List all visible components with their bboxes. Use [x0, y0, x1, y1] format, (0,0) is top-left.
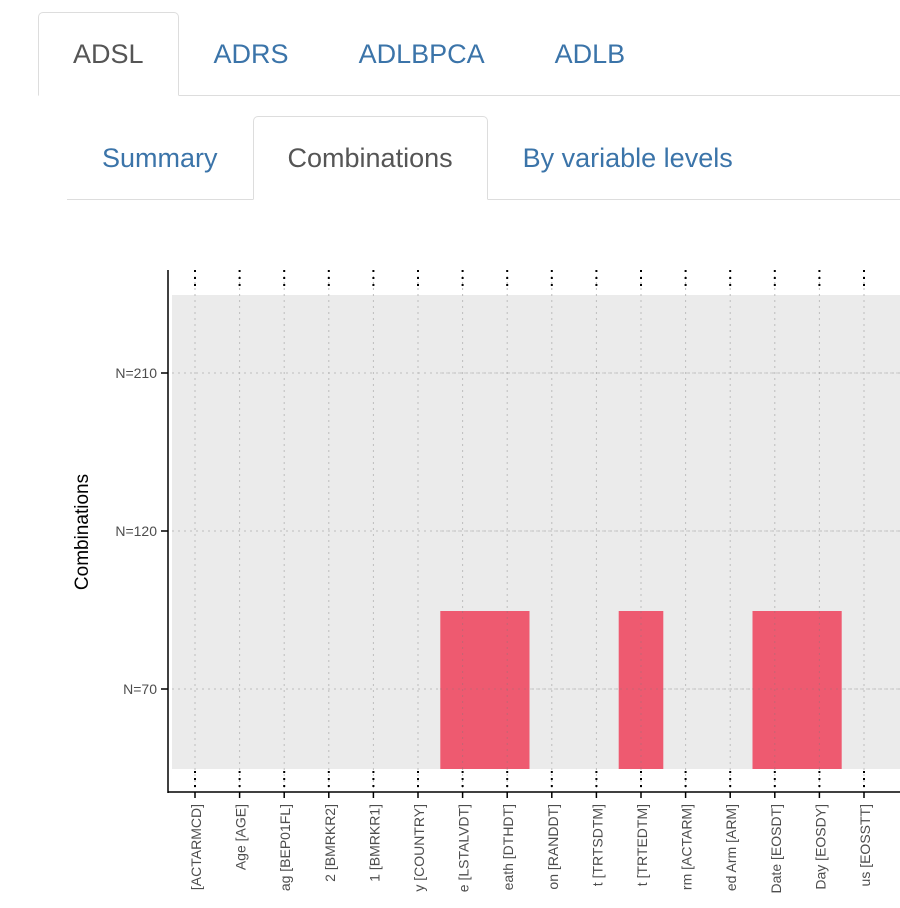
tab-adlbpca[interactable]: ADLBPCA — [358, 39, 485, 69]
y-tick-label: N=70 — [123, 681, 157, 697]
x-tick-label: ed Arm [ARM] — [723, 804, 739, 891]
x-tick-label: y [COUNTRY] — [411, 804, 427, 892]
x-tick-label: Day [EOSDY] — [812, 804, 828, 890]
combination-bar — [440, 611, 530, 769]
tab-combinations[interactable]: Combinations — [252, 116, 488, 200]
x-tick-label: t [TRTSDTM] — [589, 804, 605, 886]
combinations-chart: N=70 N=120 N=210 [ACTARMCD] Age [AGE] ag [BE… — [72, 270, 900, 893]
x-tick-label: [ACTARMCD] — [188, 804, 204, 890]
tab-adsl[interactable]: ADSL — [38, 12, 179, 96]
combination-bar — [618, 611, 664, 769]
dataset-tabs: ADSL ADRS ADLBPCA ADLB — [38, 12, 900, 96]
view-tabs: Summary Combinations By variable levels — [67, 116, 900, 200]
x-tick-label: rm [ACTARM] — [679, 804, 695, 890]
x-tick-label: Age [AGE] — [233, 804, 249, 870]
x-tick-label: 2 [BMRKR2] — [322, 804, 338, 882]
x-tick-label: Date [EOSDT] — [768, 804, 784, 893]
combination-bar — [752, 611, 842, 769]
tab-by-variable-levels[interactable]: By variable levels — [522, 143, 733, 173]
tab-summary[interactable]: Summary — [102, 143, 218, 173]
x-tick-label: ag [BEP01FL] — [277, 804, 293, 891]
y-axis-title: Combinations — [72, 474, 93, 590]
tab-adlb[interactable]: ADLB — [554, 39, 626, 69]
x-tick-label: e [LSTALVDT] — [456, 804, 472, 892]
x-tick-label: on [RANDDT] — [545, 804, 561, 890]
y-tick-label: N=210 — [115, 365, 157, 381]
x-tick-label: 1 [BMRKR1] — [366, 804, 382, 882]
tab-adrs[interactable]: ADRS — [213, 39, 289, 69]
x-tick-label: eath [DTHDT] — [500, 804, 516, 890]
x-tick-label: t [TRTEDTM] — [634, 804, 650, 886]
x-tick-label: us [EOSSTT] — [857, 804, 873, 886]
y-tick-label: N=120 — [115, 523, 157, 539]
